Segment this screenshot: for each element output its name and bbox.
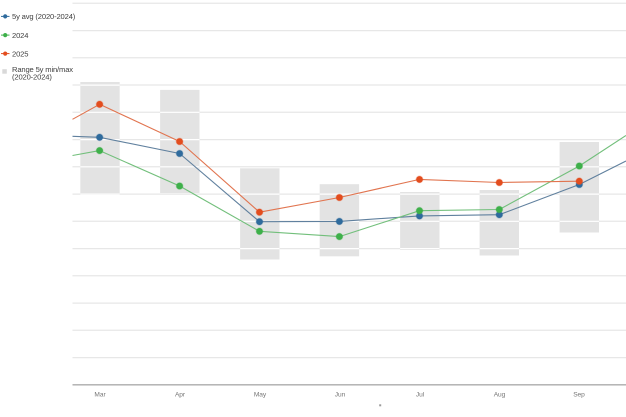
svg-text:(2020-2024): (2020-2024) <box>12 73 52 82</box>
svg-text:Apr: Apr <box>175 392 186 399</box>
svg-text:May: May <box>254 392 267 399</box>
svg-text:2025: 2025 <box>12 49 28 58</box>
svg-text:Mar: Mar <box>94 392 106 399</box>
svg-text:Aug: Aug <box>494 392 506 399</box>
svg-text:Jul: Jul <box>416 392 425 399</box>
svg-text:2024: 2024 <box>12 31 28 40</box>
svg-text:Range 5y min/max: Range 5y min/max <box>12 65 73 74</box>
svg-text:Sep: Sep <box>573 392 585 399</box>
svg-text:5y avg (2020-2024): 5y avg (2020-2024) <box>12 12 76 21</box>
svg-text:Jun: Jun <box>335 392 346 399</box>
